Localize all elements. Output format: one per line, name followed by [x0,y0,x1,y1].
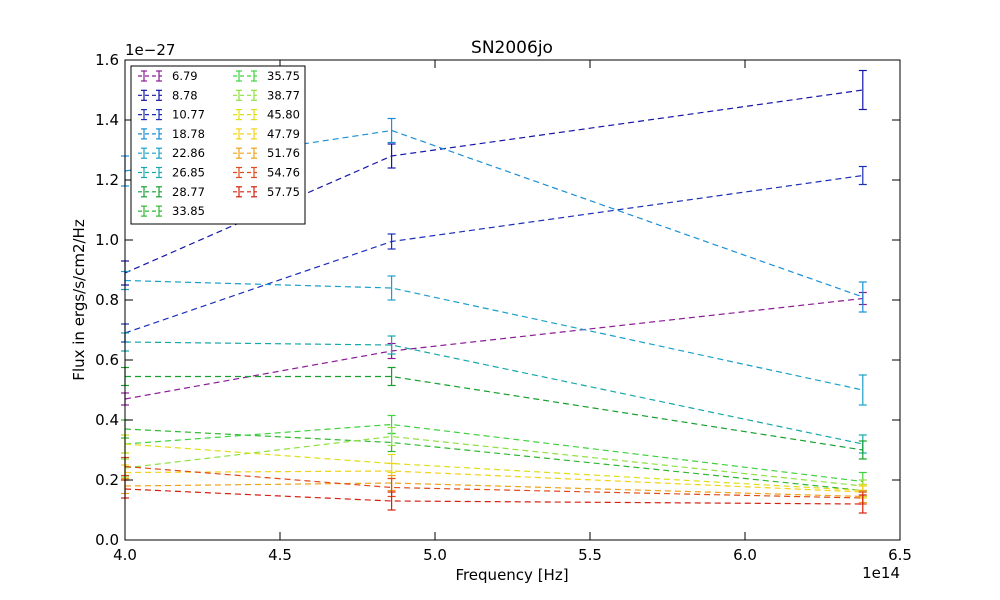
y-tick-label: 0.2 [95,471,119,489]
x-offset-label: 1e14 [862,564,900,582]
x-tick-label: 4.0 [113,546,137,564]
legend-label: 33.85 [172,204,205,218]
axis-ticks: 4.0 4.5 5.0 5.5 6.0 6.5 0.0 0.2 0.4 0.6 0.8 1.0 1.2 1… [95,51,912,564]
legend-box [130,65,306,225]
legend-label: 22.86 [172,146,205,160]
series-line [124,465,863,499]
x-tick-label: 4.5 [268,546,292,564]
legend-label: 38.77 [267,88,300,102]
x-tick-label: 5.0 [423,546,447,564]
legend-label: 57.75 [267,185,300,199]
legend-label: 35.75 [267,69,300,83]
legend-label: 28.77 [172,185,205,199]
series-line [124,129,863,298]
y-offset-label: 1e−27 [125,41,175,59]
y-tick-label: 0.8 [95,291,119,309]
y-tick-label: 0.6 [95,351,119,369]
legend-item: 8.78 [138,88,198,102]
legend-label: 10.77 [172,108,205,122]
series-line [125,375,863,451]
chart-title: SN2006jo [471,38,553,58]
legend-item: 22.86 [138,146,205,160]
y-tick-label: 0.4 [95,411,119,429]
series-line [124,443,863,492]
y-tick-label: 0.0 [95,531,119,549]
legend-item: 6.79 [138,69,198,83]
x-axis-label: Frequency [Hz] [455,566,568,584]
series-line [124,488,863,505]
legend-item: 26.85 [138,166,205,180]
legend-item: 38.77 [233,88,300,102]
legend-item: 35.75 [233,69,300,83]
x-tick-label: 5.5 [578,546,602,564]
legend-item: 33.85 [138,204,205,218]
legend-label: 51.76 [267,146,300,160]
y-tick-label: 1.2 [95,171,119,189]
legend-item: 45.80 [233,108,300,122]
legend-item: 10.77 [138,108,205,122]
legend-item: 18.78 [138,127,205,141]
x-tick-label: 6.0 [733,546,757,564]
series-line [124,428,863,492]
y-tick-label: 1.4 [95,111,119,129]
legend-label: 8.78 [172,88,198,102]
legend-label: 47.79 [267,127,300,141]
legend-item: 54.76 [233,166,300,180]
series-line [124,482,863,498]
series-line [124,435,863,487]
legend-item: 51.76 [233,146,300,160]
y-tick-label: 1.6 [95,51,119,69]
legend: 6.79 8.78 10.77 18.78 22.86 26.85 28.77 33.85 35… [130,65,306,225]
legend-item: 47.79 [233,127,300,141]
legend-item: 57.75 [233,185,300,199]
legend-label: 6.79 [172,69,198,83]
series-line [124,423,863,483]
y-tick-label: 1.0 [95,231,119,249]
series-line [124,470,863,493]
y-axis-label: Flux in ergs/s/cm2/Hz [70,219,88,381]
legend-label: 26.85 [172,166,205,180]
x-tick-label: 6.5 [888,546,912,564]
legend-label: 54.76 [267,166,300,180]
legend-item: 28.77 [138,185,205,199]
legend-label: 45.80 [267,108,300,122]
legend-label: 18.78 [172,127,205,141]
